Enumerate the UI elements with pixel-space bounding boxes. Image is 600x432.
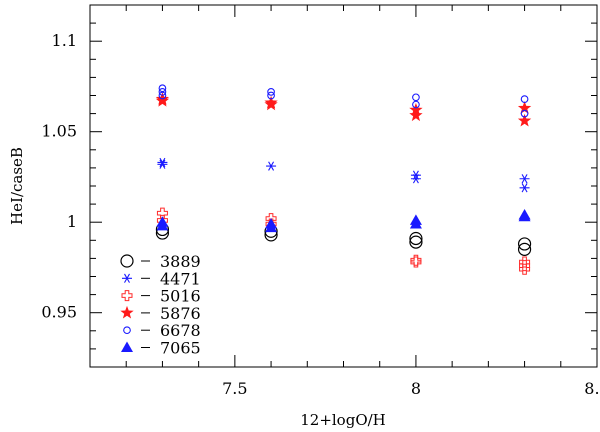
- y-axis-label: HeI/caseB: [8, 147, 26, 225]
- data-point-5016: [519, 263, 531, 275]
- data-point-7065: [156, 219, 169, 231]
- data-point-5016: [410, 256, 422, 268]
- legend-label: 6678: [160, 321, 201, 340]
- legend-label: 5016: [160, 287, 201, 306]
- data-point-7065: [409, 218, 422, 229]
- y-tick-label: 1.05: [41, 122, 77, 141]
- data-point-5876: [264, 97, 278, 111]
- data-point-6678: [412, 100, 420, 109]
- data-point-3889: [409, 235, 423, 249]
- data-point-4471: [157, 157, 168, 168]
- legend-marker-5876: [120, 305, 134, 319]
- legend-entry-4471: 4471: [122, 269, 201, 288]
- data-point-6678: [158, 91, 167, 100]
- data-point-5876: [517, 113, 532, 127]
- x-tick-label: 8: [411, 379, 421, 398]
- data-point-5016: [519, 260, 531, 272]
- legend-marker-7065: [121, 341, 133, 352]
- legend-marker-6678: [123, 326, 131, 335]
- legend-entry-5016: 5016: [121, 287, 201, 306]
- data-point-3889: [409, 231, 423, 246]
- data-point-3889: [517, 242, 532, 256]
- legend-marker-5016: [121, 290, 133, 302]
- legend-marker-3889: [120, 254, 134, 268]
- data-point-6678: [520, 109, 529, 118]
- data-point-4471: [519, 174, 530, 184]
- legend-entry-7065: 7065: [121, 339, 201, 358]
- legend-label: 5876: [160, 304, 201, 323]
- data-point-5876: [517, 101, 532, 114]
- data-point-4471: [266, 161, 277, 171]
- legend-marker-4471: [122, 273, 132, 283]
- legend-entry-6678: 6678: [123, 321, 201, 340]
- data-point-7065: [265, 221, 278, 233]
- x-axis-label: 12+logO/H: [300, 411, 386, 429]
- legend-entry-3889: 3889: [120, 252, 201, 271]
- legend-label: 4471: [160, 269, 201, 288]
- data-point-6678: [412, 93, 420, 102]
- x-tick-label: 8.5: [584, 379, 600, 398]
- data-point-6678: [267, 88, 275, 96]
- legend-entry-5876: 5876: [120, 304, 201, 323]
- data-point-4471: [157, 159, 168, 169]
- data-point-4471: [410, 170, 421, 180]
- legend-label: 3889: [160, 252, 201, 271]
- legend-label: 7065: [160, 339, 201, 358]
- data-point-5016: [519, 256, 531, 268]
- data-point-6678: [520, 95, 529, 103]
- data-point-5876: [409, 108, 423, 122]
- data-point-6678: [158, 88, 167, 96]
- data-point-3889: [517, 237, 532, 251]
- data-point-5876: [155, 93, 170, 107]
- data-point-7065: [518, 210, 531, 222]
- x-tick-label: 7.5: [222, 379, 247, 398]
- data-point-4471: [410, 174, 421, 184]
- data-point-4471: [519, 183, 530, 193]
- data-point-6678: [267, 91, 275, 100]
- y-tick-label: 1: [67, 212, 77, 231]
- y-tick-label: 1.1: [52, 31, 77, 50]
- y-tick-label: 0.95: [41, 303, 77, 322]
- data-point-6678: [158, 84, 167, 93]
